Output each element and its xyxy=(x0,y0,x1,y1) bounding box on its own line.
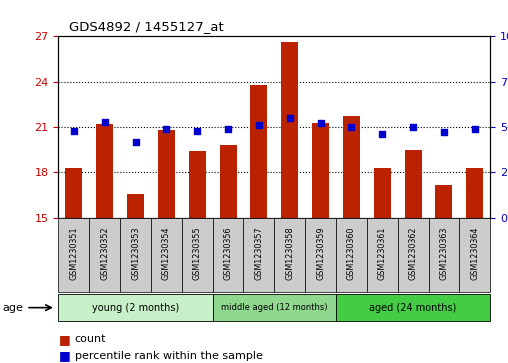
Bar xyxy=(158,130,175,218)
Point xyxy=(70,128,78,134)
Point xyxy=(471,126,479,132)
Text: GSM1230362: GSM1230362 xyxy=(408,227,418,280)
Bar xyxy=(182,218,213,292)
Point xyxy=(193,128,201,134)
Bar xyxy=(336,218,367,292)
Text: GSM1230357: GSM1230357 xyxy=(255,227,264,280)
Text: age: age xyxy=(3,303,23,313)
Text: GSM1230359: GSM1230359 xyxy=(316,227,325,280)
Bar xyxy=(213,294,336,321)
Text: GSM1230363: GSM1230363 xyxy=(439,227,449,280)
Bar xyxy=(96,124,113,218)
Bar xyxy=(213,218,243,292)
Bar xyxy=(89,218,120,292)
Point xyxy=(285,115,294,121)
Point xyxy=(224,126,232,132)
Bar xyxy=(429,218,459,292)
Bar xyxy=(58,294,213,321)
Bar xyxy=(435,184,453,218)
Text: GDS4892 / 1455127_at: GDS4892 / 1455127_at xyxy=(69,20,224,33)
Bar xyxy=(127,193,144,218)
Bar xyxy=(343,117,360,218)
Text: percentile rank within the sample: percentile rank within the sample xyxy=(75,351,263,361)
Text: GSM1230352: GSM1230352 xyxy=(100,227,109,280)
Text: count: count xyxy=(75,334,106,344)
Text: GSM1230353: GSM1230353 xyxy=(131,227,140,280)
Point xyxy=(409,124,417,130)
Bar xyxy=(281,42,298,218)
Text: middle aged (12 months): middle aged (12 months) xyxy=(221,303,328,312)
Bar xyxy=(466,168,483,218)
Bar xyxy=(405,150,422,218)
Bar xyxy=(312,123,329,218)
Text: GSM1230356: GSM1230356 xyxy=(224,227,233,280)
Point xyxy=(316,121,325,126)
Bar xyxy=(367,218,398,292)
Bar xyxy=(274,218,305,292)
Bar xyxy=(398,218,429,292)
Bar xyxy=(459,218,490,292)
Text: GSM1230364: GSM1230364 xyxy=(470,227,480,280)
Bar xyxy=(189,151,206,218)
Bar xyxy=(336,294,490,321)
Text: GSM1230361: GSM1230361 xyxy=(378,227,387,280)
Bar xyxy=(243,218,274,292)
Bar xyxy=(250,85,267,218)
Point xyxy=(101,119,109,125)
Point xyxy=(255,122,263,128)
Point xyxy=(132,139,140,144)
Text: GSM1230351: GSM1230351 xyxy=(69,227,78,280)
Bar xyxy=(66,168,82,218)
Point xyxy=(347,124,356,130)
Bar xyxy=(120,218,151,292)
Text: ■: ■ xyxy=(58,349,70,362)
Bar xyxy=(151,218,182,292)
Text: GSM1230358: GSM1230358 xyxy=(285,227,294,280)
Bar xyxy=(305,218,336,292)
Text: GSM1230355: GSM1230355 xyxy=(193,227,202,280)
Bar xyxy=(374,168,391,218)
Point xyxy=(378,131,386,137)
Text: aged (24 months): aged (24 months) xyxy=(369,303,457,313)
Text: ■: ■ xyxy=(58,333,70,346)
Text: young (2 months): young (2 months) xyxy=(92,303,179,313)
Point xyxy=(162,126,170,132)
Bar xyxy=(58,218,89,292)
Text: GSM1230360: GSM1230360 xyxy=(347,227,356,280)
Bar xyxy=(219,145,237,218)
Text: GSM1230354: GSM1230354 xyxy=(162,227,171,280)
Point xyxy=(440,130,448,135)
